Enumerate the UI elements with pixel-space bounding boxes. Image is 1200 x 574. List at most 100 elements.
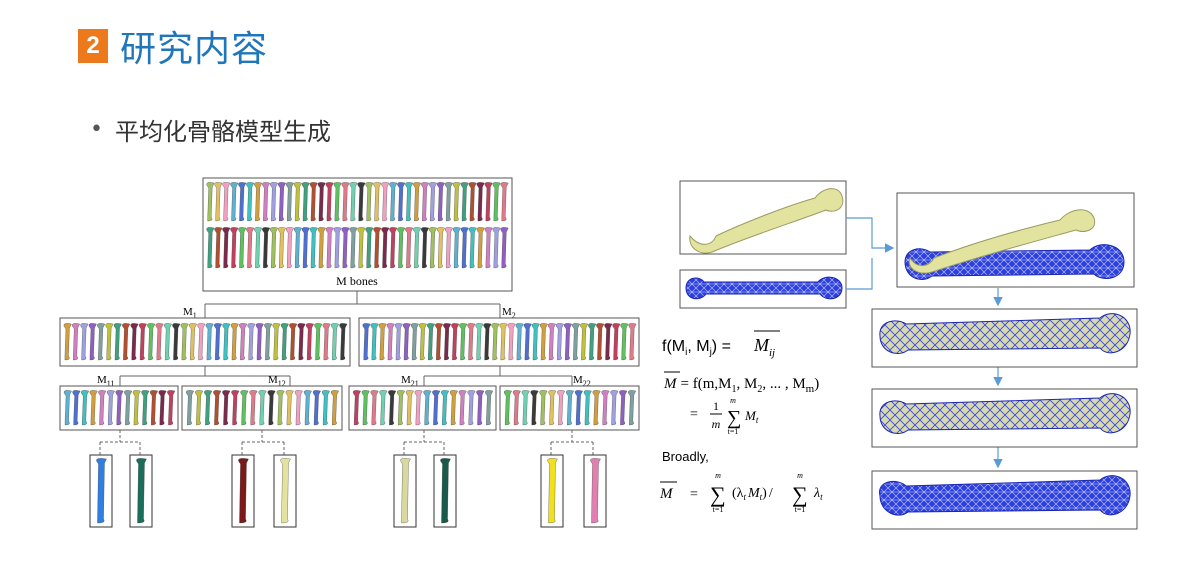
bone-thumbnail-icon xyxy=(113,323,122,361)
level2-label-m12: M12 xyxy=(268,374,286,388)
bone-thumbnail-icon xyxy=(620,323,629,361)
bone-thumbnail-icon xyxy=(547,323,556,361)
bone-thumbnail-icon xyxy=(531,323,540,361)
bone-thumbnail-icon xyxy=(63,390,72,426)
bone-thumbnail-icon xyxy=(294,390,303,426)
level1-m1-thumbnails xyxy=(63,323,348,361)
root-bones-box xyxy=(202,177,513,292)
broadly-label: Broadly, xyxy=(662,449,709,464)
bone-thumbnail-icon xyxy=(303,390,312,426)
bone-thumbnail-icon xyxy=(132,390,141,426)
bone-thumbnail-icon xyxy=(130,323,139,361)
leaf-bone-boxes xyxy=(89,454,607,528)
formula-sum-2-upper: m xyxy=(715,471,721,480)
bone-thumbnail-icon xyxy=(204,390,213,426)
bone-thumbnail-icon xyxy=(330,390,339,426)
bone-thumbnail-icon xyxy=(460,227,469,269)
bone-thumbnail-icon xyxy=(539,323,548,361)
bone-thumbnail-icon xyxy=(293,182,302,222)
bone-thumbnail-icon xyxy=(574,390,583,426)
formula-sum-3-lower: t=1 xyxy=(795,505,806,514)
bone-thumbnail-icon xyxy=(249,390,258,426)
bone-thumbnail-icon xyxy=(285,227,294,269)
bone-thumbnail-icon xyxy=(397,227,406,269)
bullet-item: • 平均化骨骼模型生成 xyxy=(90,112,331,147)
bone-thumbnail-icon xyxy=(280,458,291,524)
bone-thumbnail-icon xyxy=(349,182,358,222)
formula-sum-2-lower: t=1 xyxy=(713,505,724,514)
formula-mbar-definition: M = f(m,M1, M2, ... , Mm) xyxy=(663,376,819,395)
bone-thumbnail-icon xyxy=(381,182,390,222)
bone-thumbnail-icon xyxy=(612,323,621,361)
bone-thumbnail-icon xyxy=(293,227,302,269)
bone-thumbnail-icon xyxy=(309,227,318,269)
formula-sum-2: ∑ xyxy=(710,482,726,507)
bone-thumbnail-icon xyxy=(222,390,231,426)
bone-thumbnail-icon xyxy=(155,323,164,361)
bone-thumbnail-icon xyxy=(262,182,271,222)
bone-thumbnail-icon xyxy=(312,390,321,426)
bullet-icon: • xyxy=(90,117,103,142)
bone-thumbnail-icon xyxy=(362,323,371,361)
level2-label-m21: M21 xyxy=(401,374,419,388)
formula-sum-1: ∑ xyxy=(727,407,741,429)
bone-thumbnail-icon xyxy=(195,390,204,426)
bone-thumbnail-icon xyxy=(596,323,605,361)
bone-thumbnail-icon xyxy=(414,390,423,426)
level1-label-m2: M2 xyxy=(502,306,516,320)
bone-thumbnail-icon xyxy=(413,227,422,269)
bone-thumbnail-icon xyxy=(264,323,273,361)
m1-connector xyxy=(119,366,291,386)
averaging-pipeline xyxy=(679,180,1138,530)
bone-thumbnail-icon xyxy=(289,323,298,361)
bone-thumbnail-icon xyxy=(507,323,516,361)
bone-thumbnail-icon xyxy=(213,390,222,426)
formula-sum-3: ∑ xyxy=(792,482,808,507)
formulas: f(Mi, Mj) = Mij M = f(m,M1, M2, ... , Mm)… xyxy=(659,330,823,514)
bone-thumbnail-icon xyxy=(222,227,231,269)
formula-frac-den: m xyxy=(712,417,721,431)
bone-thumbnail-icon xyxy=(515,323,524,361)
bone-thumbnail-icon xyxy=(186,390,194,426)
bone-thumbnail-icon xyxy=(484,227,493,269)
bone-thumbnail-icon xyxy=(512,390,521,426)
bone-thumbnail-icon xyxy=(276,390,285,426)
bone-thumbnail-icon xyxy=(254,227,263,269)
bone-thumbnail-icon xyxy=(426,323,435,361)
bone-thumbnail-icon xyxy=(333,182,342,222)
bone-thumbnail-icon xyxy=(115,390,124,426)
bone-thumbnail-icon xyxy=(238,458,249,524)
bone-thumbnail-icon xyxy=(402,323,411,361)
bullet-text: 平均化骨骼模型生成 xyxy=(114,118,331,146)
bone-thumbnail-icon xyxy=(394,323,403,361)
formula-weighted-term: (λt Mt) / xyxy=(732,486,773,502)
bone-thumbnail-icon xyxy=(262,227,271,269)
bone-thumbnail-icon xyxy=(370,323,379,361)
bone-thumbnail-icon xyxy=(499,323,508,361)
yellow-bone-icon xyxy=(689,188,844,254)
arrow-surface-to-aligned xyxy=(846,217,895,253)
bone-thumbnail-icon xyxy=(475,323,484,361)
bone-thumbnail-icon xyxy=(158,390,167,426)
formula-eq-3: = xyxy=(690,487,698,502)
bone-thumbnail-icon xyxy=(530,390,539,426)
level2-label-m11: M11 xyxy=(97,374,114,388)
bone-thumbnail-icon xyxy=(583,390,592,426)
bone-thumbnail-icon xyxy=(428,227,437,269)
bone-thumbnail-icon xyxy=(443,323,452,361)
bone-thumbnail-icon xyxy=(197,323,206,361)
bone-thumbnail-icon xyxy=(619,390,628,426)
blue-mesh-bone-icon xyxy=(685,276,843,300)
bone-thumbnail-icon xyxy=(222,323,231,361)
bone-thumbnail-icon xyxy=(588,323,597,361)
bone-thumbnail-icon xyxy=(547,458,558,524)
formula-mij: Mij xyxy=(753,335,775,359)
bone-thumbnail-icon xyxy=(81,390,90,426)
bone-thumbnail-icon xyxy=(309,182,318,222)
root-connector xyxy=(204,291,501,318)
bone-thumbnail-icon xyxy=(277,182,286,222)
bone-thumbnail-icon xyxy=(314,323,323,361)
m2-connector xyxy=(423,366,573,386)
bone-thumbnail-icon xyxy=(423,390,432,426)
bone-thumbnail-icon xyxy=(459,323,468,361)
